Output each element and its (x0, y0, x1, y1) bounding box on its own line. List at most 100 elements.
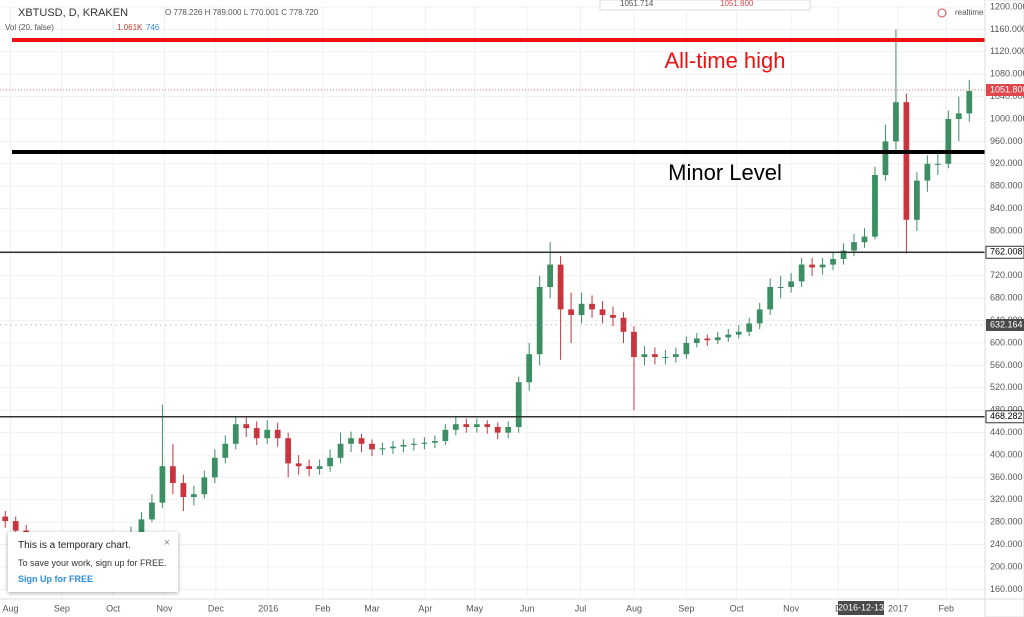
candle-body (693, 338, 700, 343)
candle-body (306, 466, 313, 469)
candle-body (872, 175, 878, 237)
candle-body (704, 338, 711, 341)
x-tick-label: Nov (783, 603, 800, 613)
candle-body (190, 494, 197, 497)
candle-body (589, 303, 595, 310)
y-tick-label: 480.000 (990, 405, 1023, 415)
candle-body (955, 113, 962, 119)
y-tick-label: 1120.000 (990, 46, 1024, 56)
candle-body (369, 443, 375, 450)
x-tick-label: 2016 (258, 603, 278, 613)
x-tick-label: Aug (626, 603, 642, 613)
candle-body (473, 424, 480, 427)
candle-body (652, 354, 658, 357)
y-tick-label: 160.000 (990, 584, 1023, 594)
y-tick-label: 840.000 (990, 203, 1023, 213)
y-tick-label: 920.000 (990, 158, 1023, 168)
candle-body (683, 343, 690, 355)
candle-body (672, 354, 679, 357)
realtime: realtime (955, 8, 984, 17)
candle-body (861, 236, 868, 243)
y-tick-label: 960.000 (990, 136, 1023, 146)
candle-body (358, 438, 365, 444)
candle-body (295, 463, 302, 467)
candle-body (568, 309, 574, 315)
signup-link[interactable]: Sign Up for FREE (18, 574, 93, 584)
candle-body (431, 441, 438, 443)
y-tick-label: 1080.000 (990, 69, 1024, 79)
candle-body (851, 242, 857, 251)
x-tick-label: Jun (520, 603, 535, 613)
candle-body (180, 483, 187, 497)
x-tick-label: 2017 (888, 603, 908, 613)
candle-body (641, 354, 648, 357)
candle-body (274, 429, 281, 439)
candle-body (767, 287, 774, 310)
candle-body (631, 331, 637, 357)
x-tick-label: Dec (208, 603, 225, 613)
candle-body (222, 443, 229, 458)
crosshair-date-box (838, 601, 884, 615)
candle-body (337, 443, 344, 458)
y-tick-label: 520.000 (990, 382, 1023, 392)
y-tick-label: 200.000 (990, 561, 1023, 571)
candle-body (756, 309, 763, 324)
volume-value: 1.061K (117, 23, 143, 32)
candle-body (484, 424, 491, 427)
price-box-label: 762.008 (990, 247, 1023, 257)
candle-body (285, 438, 292, 464)
candle-body (515, 382, 522, 427)
last-price-label: 1051.800 (990, 84, 1024, 94)
candle-body (243, 424, 250, 429)
y-tick-label: 320.000 (990, 494, 1023, 504)
candle-body (662, 357, 669, 358)
crosshair-price-label: 632.164 (990, 319, 1023, 329)
x-tick-label: Mar (364, 603, 380, 613)
candle-body (830, 259, 836, 265)
candle-body (809, 264, 815, 268)
candle-body (547, 264, 554, 287)
y-tick-label: 560.000 (990, 360, 1023, 370)
candle-body (840, 250, 847, 259)
y-tick-label: 240.000 (990, 539, 1023, 549)
crosshair-date-label: 2016-12-13 (838, 602, 884, 612)
bid: 1051.714 (620, 0, 654, 8)
candle-body (610, 315, 616, 318)
candle-body (714, 337, 721, 341)
candle-body (316, 466, 323, 469)
level-annotation: All-time high (664, 48, 785, 73)
candle-body (882, 141, 889, 175)
candle-body (819, 264, 826, 268)
y-tick-label: 1200.000 (990, 1, 1024, 11)
x-tick-label: Oct (106, 603, 121, 613)
x-tick-label: Feb (938, 603, 954, 613)
y-tick-label: 680.000 (990, 293, 1023, 303)
candle-body (893, 102, 899, 142)
y-tick-label: 1000.000 (990, 113, 1024, 123)
x-tick-label: Sep (678, 603, 694, 613)
candle-body (798, 264, 805, 282)
quote-box (599, 0, 811, 11)
level-annotation: Minor Level (668, 160, 782, 185)
candle-body (442, 429, 449, 441)
close-button[interactable]: × (163, 537, 170, 549)
last-price-box (986, 83, 1024, 96)
candle-body (421, 442, 428, 444)
x-tick-label: Nov (157, 603, 174, 613)
volume-ma: 746 (146, 23, 160, 32)
crosshair-price-box (986, 318, 1024, 331)
x-tick-label: Aug (2, 603, 18, 613)
x-tick-label: May (466, 603, 484, 613)
candle-body (138, 519, 145, 533)
candle-body (264, 429, 271, 439)
candle-body (505, 427, 512, 433)
candle-body (400, 444, 407, 447)
symbol[interactable]: XBTUSD, D, KRAKEN (18, 7, 128, 19)
y-tick-label: 880.000 (990, 181, 1023, 191)
popup-text: To save your work, sign up for FREE. (18, 558, 167, 568)
candle-body (536, 287, 543, 355)
candle-body (390, 446, 396, 449)
candle-body (735, 331, 742, 335)
y-tick-label: 1160.000 (990, 24, 1024, 34)
candle-body (526, 354, 533, 383)
